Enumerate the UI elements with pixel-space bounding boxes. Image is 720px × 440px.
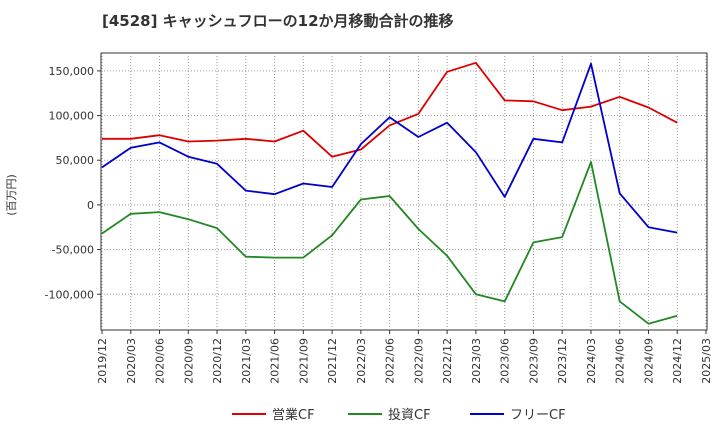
x-tick-label: 2022/09 <box>412 338 425 384</box>
x-tick-label: 2025/03 <box>700 338 713 384</box>
y-tick-labels: 150,000 100,000 50,000 0 -50,000 -100,000 <box>45 65 101 301</box>
series-line-フリーCF <box>101 62 678 234</box>
x-tick-label: 2023/06 <box>499 338 512 384</box>
grid-lines <box>101 53 707 330</box>
plot-area <box>100 52 708 331</box>
y-axis-label: (百万円) <box>5 174 18 216</box>
legend-label: 営業CF <box>272 407 315 423</box>
y-tick-label: 150,000 <box>49 65 95 78</box>
x-tick-label: 2020/03 <box>125 338 138 384</box>
x-tick-label: 2024/03 <box>585 338 598 384</box>
y-tick-label: 100,000 <box>49 110 95 123</box>
x-tick-label: 2023/12 <box>556 338 569 384</box>
x-tick-label: 2020/12 <box>211 338 224 384</box>
x-tick-label: 2021/03 <box>240 338 253 384</box>
x-tick-label: 2019/12 <box>96 338 109 384</box>
x-tick-label: 2024/12 <box>671 338 684 384</box>
legend-label: 投資CF <box>388 407 431 423</box>
x-tick-label: 2020/06 <box>154 338 167 384</box>
x-tick-label: 2022/12 <box>441 338 454 384</box>
legend: 営業CF 投資CF フリーCF <box>232 407 566 423</box>
x-tick-label: 2021/06 <box>269 338 282 384</box>
x-tick-label: 2020/09 <box>182 338 195 384</box>
legend-label: フリーCF <box>510 408 566 423</box>
x-tick-labels: 2019/12 2020/03 2020/06 2020/09 2020/12 2021/… <box>96 330 713 384</box>
x-tick-label: 2023/09 <box>527 338 540 384</box>
series-line-営業CF <box>102 61 678 158</box>
chart-title: [4528] キャッシュフローの12か月移動合計の推移 <box>102 12 454 30</box>
x-tick-label: 2022/03 <box>355 338 368 384</box>
series-lines <box>101 61 678 325</box>
x-tick-label: 2022/06 <box>384 338 397 384</box>
x-tick-label: 2021/12 <box>326 338 339 384</box>
x-tick-label: 2023/03 <box>470 338 483 384</box>
x-tick-label: 2024/09 <box>642 338 655 384</box>
y-tick-label: 50,000 <box>56 154 95 167</box>
x-tick-label: 2024/06 <box>614 338 627 384</box>
y-tick-label: -50,000 <box>52 244 94 257</box>
y-tick-label: -100,000 <box>45 288 94 301</box>
series-line-投資CF <box>101 161 678 325</box>
y-tick-label: 0 <box>87 199 94 212</box>
x-tick-label: 2021/09 <box>297 338 310 384</box>
